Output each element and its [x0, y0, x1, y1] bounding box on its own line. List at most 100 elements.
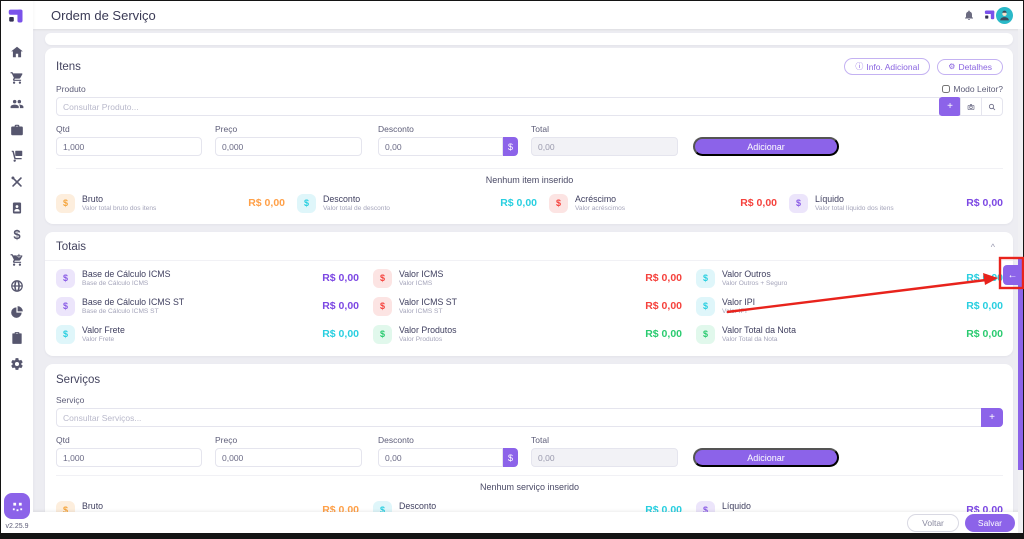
itens-desconto-cell: $ Desconto Valor total de desconto R$ 0,0… — [297, 191, 537, 215]
servico-search-input[interactable] — [56, 408, 982, 427]
totais-cell-valor-total-nota: $ Valor Total da Nota Valor Total da Nota… — [696, 322, 1003, 346]
modo-leitor-toggle[interactable]: Modo Leitor? — [942, 84, 1003, 94]
detalhes-button[interactable]: ⚙ Detalhes — [937, 58, 1003, 75]
desconto-mode-button[interactable]: $ — [503, 137, 518, 156]
servico-desconto-input[interactable] — [378, 448, 503, 467]
sidebar-item-web[interactable] — [7, 276, 27, 296]
liquido-label: Líquido — [815, 193, 844, 204]
dollar-icon: $ — [373, 268, 392, 288]
barcode-camera-button[interactable] — [960, 97, 982, 116]
add-produto-button[interactable]: + — [939, 97, 961, 116]
detalhes-label: Detalhes — [958, 61, 992, 72]
collapse-totais-icon[interactable]: ^ — [990, 241, 995, 252]
servico-desconto-mode-button[interactable]: $ — [503, 448, 518, 467]
desconto-label: Desconto — [378, 435, 414, 445]
sidebar-item-employees[interactable] — [7, 198, 27, 218]
divider — [45, 260, 1013, 261]
totais-cell-valor-ipi: $ Valor IPI Valor IPI R$ 0,00 — [696, 294, 1003, 318]
camera-icon — [967, 103, 975, 110]
acrescimo-label: Acréscimo — [575, 193, 617, 204]
totais-cell-bc-icms: $ Base de Cálculo ICMS Base de Cálculo IC… — [56, 266, 359, 290]
dollar-icon: $ — [297, 193, 316, 213]
totais-cell-valor-icms-st: $ Valor ICMS ST Valor ICMS ST R$ 0,00 — [373, 294, 682, 318]
globe-icon — [11, 280, 23, 292]
cell-label: Valor Produtos — [399, 324, 457, 335]
info-adicional-button[interactable]: ⓘ Info. Adicional — [844, 58, 931, 75]
acrescimo-sub: Valor acréscimos — [575, 205, 626, 213]
itens-card: Itens ⓘ Info. Adicional ⚙ Detalhes Produ… — [45, 48, 1013, 224]
sidebar-item-sales[interactable] — [7, 68, 27, 88]
voltar-button[interactable]: Voltar — [907, 513, 959, 532]
cell-value: R$ 0,00 — [322, 272, 359, 284]
adicionar-servico-button[interactable]: Adicionar — [693, 448, 839, 467]
sidebar-item-finance[interactable]: $ — [7, 224, 27, 244]
cell-sub: Valor Outros + Seguro — [722, 280, 788, 288]
sidebar-item-stock[interactable] — [7, 146, 27, 166]
sidebar-item-settings[interactable] — [7, 354, 27, 374]
support-bot-icon — [12, 502, 22, 511]
search-produto-button[interactable] — [981, 97, 1003, 116]
main-content: Itens ⓘ Info. Adicional ⚙ Detalhes Produ… — [33, 29, 1023, 533]
modo-leitor-checkbox[interactable] — [942, 85, 951, 93]
servico-label: Serviço — [56, 395, 85, 405]
preco-input[interactable] — [215, 137, 362, 156]
sidebar-item-reports[interactable] — [7, 302, 27, 322]
gear-icon-small: ⚙ — [948, 62, 956, 71]
adicionar-item-button[interactable]: Adicionar — [693, 137, 839, 156]
servicos-empty-text: Nenhum serviço inserido — [479, 482, 580, 492]
bruto-sub: Valor total bruto dos itens — [82, 205, 157, 213]
info-adicional-label: Info. Adicional — [866, 61, 920, 72]
sidebar-item-home[interactable] — [7, 42, 27, 62]
salvar-button[interactable]: Salvar — [964, 513, 1015, 532]
sidebar-item-services[interactable] — [7, 172, 27, 192]
sidebar-item-products[interactable] — [7, 120, 27, 140]
preco-label: Preço — [215, 124, 238, 134]
cell-label: Valor ICMS — [399, 268, 444, 279]
servico-preco-input[interactable] — [215, 448, 362, 467]
add-servico-button[interactable]: + — [981, 408, 1003, 427]
cell-sub: Valor ICMS — [399, 280, 433, 288]
liquido-sub: Valor total líquido dos itens — [815, 205, 894, 213]
id-badge-icon — [12, 202, 22, 214]
cell-label: Valor ICMS ST — [399, 296, 458, 307]
cell-label: Valor Frete — [82, 324, 125, 335]
footer-action-bar: Voltar Salvar — [33, 512, 1023, 533]
support-button[interactable] — [4, 493, 30, 519]
account-menu[interactable] — [983, 6, 1013, 24]
acrescimo-value: R$ 0,00 — [740, 197, 777, 209]
user-avatar — [996, 6, 1013, 24]
logo-icon — [8, 9, 23, 23]
cell-label: Valor IPI — [722, 296, 756, 307]
total-label: Total — [531, 435, 549, 445]
users-icon — [10, 99, 24, 109]
sidebar-item-orders[interactable] — [7, 328, 27, 348]
cell-value: R$ 0,00 — [322, 328, 359, 340]
cell-sub: Base de Cálculo ICMS ST — [82, 308, 159, 316]
sidebar-item-customers[interactable] — [7, 94, 27, 114]
total-label: Total — [531, 124, 549, 134]
previous-card-edge — [45, 33, 1013, 45]
dollar-icon: $ — [13, 226, 21, 242]
dollar-icon: $ — [56, 193, 75, 213]
dollar-icon: $ — [789, 193, 808, 213]
modo-leitor-label: Modo Leitor? — [953, 84, 1003, 94]
notifications-button[interactable] — [963, 9, 975, 21]
sidebar-item-purchases[interactable] — [7, 250, 27, 270]
qtd-label: Qtd — [56, 124, 70, 134]
servico-qtd-input[interactable] — [56, 448, 202, 467]
totais-title: Totais — [56, 241, 87, 253]
desconto-input[interactable] — [378, 137, 503, 156]
produto-search-input[interactable] — [56, 97, 940, 116]
totais-cell-bc-icms-st: $ Base de Cálculo ICMS ST Base de Cálculo… — [56, 294, 359, 318]
collapse-panel-button[interactable]: ← — [1003, 265, 1022, 285]
search-icon — [988, 103, 996, 110]
logo-icon-small — [984, 10, 995, 19]
qtd-input[interactable] — [56, 137, 202, 156]
shopping-cart-icon — [10, 72, 23, 84]
servico-total-input — [531, 448, 678, 467]
itens-liquido-cell: $ Líquido Valor total líquido dos itens R… — [789, 191, 1003, 215]
cell-value: R$ 0,00 — [322, 300, 359, 312]
produto-label: Produto — [56, 84, 86, 94]
cell-value: R$ 0,00 — [645, 300, 682, 312]
scrollbar-thumb[interactable] — [1018, 258, 1023, 470]
